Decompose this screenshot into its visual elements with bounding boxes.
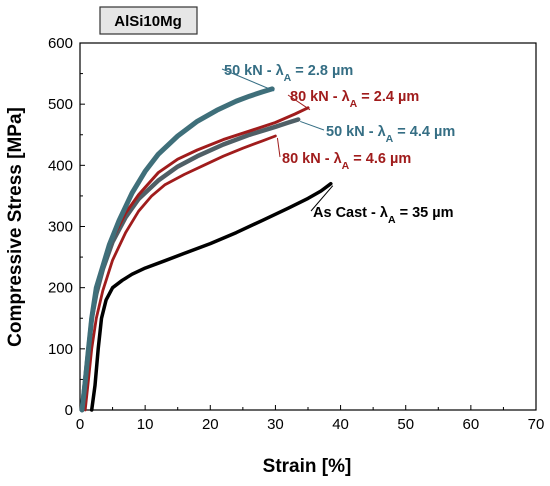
- y-axis-title: Compressive Stress [MPa]: [5, 107, 26, 347]
- series-label-leader: [310, 185, 334, 212]
- series-line-4: [83, 134, 277, 412]
- axis-ticks: 0 10 20 30 40 50 60 70 0 100 200 300 400 500 600: [48, 35, 544, 433]
- y-tick-label: 600: [48, 35, 73, 52]
- y-tick-label: 200: [48, 280, 73, 297]
- x-axis-title: Strain [%]: [263, 456, 352, 477]
- series-label-leader: [287, 94, 311, 111]
- series-label-main: 80 kN - λ: [282, 151, 342, 167]
- y-tick-label: 500: [48, 96, 73, 113]
- series-label-subscript: A: [284, 72, 292, 84]
- series-label-leader: [300, 120, 325, 131]
- series-label: 50 kN - λA = 4.4 µm: [326, 124, 455, 145]
- series-label-tail: = 35 µm: [396, 205, 454, 221]
- series-label-main: As Cast - λ: [313, 205, 388, 221]
- series-label-tail: = 4.6 µm: [349, 151, 411, 167]
- series-label: As Cast - λA = 35 µm: [313, 205, 453, 226]
- series-line-1: [79, 86, 275, 413]
- series-label: 80 kN - λA = 4.6 µm: [282, 151, 411, 172]
- series-label-leader: [276, 137, 281, 158]
- y-tick-label: 0: [65, 402, 73, 419]
- series-label-tail: = 4.4 µm: [393, 124, 455, 140]
- series-label-subscript: A: [386, 133, 394, 145]
- x-tick-label: 10: [137, 416, 154, 433]
- y-tick-label: 100: [48, 341, 73, 358]
- x-tick-label: 70: [528, 416, 545, 433]
- x-tick-label: 50: [397, 416, 414, 433]
- series-label: 80 kN - λA = 2.4 µm: [290, 89, 419, 110]
- series-label: 50 kN - λA = 2.8 µm: [224, 63, 353, 84]
- x-tick-label: 40: [332, 416, 349, 433]
- series-label-subscript: A: [342, 160, 350, 172]
- series-label-main: 50 kN - λ: [326, 124, 386, 140]
- chart-title: AlSi10Mg: [114, 13, 182, 30]
- series-group: [79, 86, 333, 413]
- y-tick-label: 300: [48, 219, 73, 236]
- series-label-leader: [221, 68, 275, 92]
- series-line-0: [89, 181, 333, 412]
- series-label-main: 80 kN - λ: [290, 89, 350, 105]
- series-label-subscript: A: [350, 98, 358, 110]
- x-tick-label: 60: [463, 416, 480, 433]
- chart-title-box: AlSi10Mg: [99, 6, 198, 35]
- series-label-tail: = 2.4 µm: [357, 89, 419, 105]
- series-label-subscript: A: [388, 214, 396, 226]
- x-tick-label: 30: [267, 416, 284, 433]
- title-box-frame: [99, 6, 198, 35]
- series-label-main: 50 kN - λ: [224, 63, 284, 79]
- y-tick-label: 400: [48, 157, 73, 174]
- x-tick-label: 0: [76, 416, 84, 433]
- x-tick-label: 20: [202, 416, 219, 433]
- series-label-tail: = 2.8 µm: [291, 63, 353, 79]
